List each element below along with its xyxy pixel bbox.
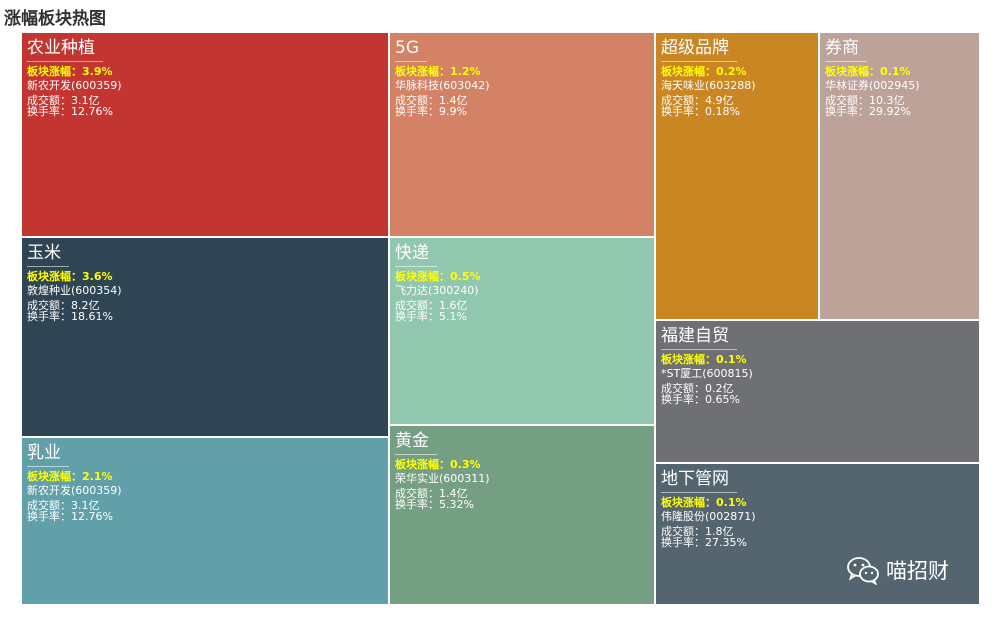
tile-turnover: 换手率：18.61% bbox=[27, 310, 113, 323]
page-title: 涨幅板块热图 bbox=[4, 9, 106, 29]
tile-sector-name: 快递 bbox=[395, 242, 437, 267]
tile-turnover: 换手率：9.9% bbox=[395, 105, 467, 118]
treemap-tile[interactable]: 5G 板块涨幅：1.2% 华脉科技(603042) 成交额：1.4亿 换手率：9.9% bbox=[389, 32, 655, 237]
tile-turnover: 换手率：27.35% bbox=[661, 536, 747, 549]
treemap-tile[interactable]: 地下管网板块涨幅：0.1% 伟隆股份(002871) 成交额：1.8亿 换手率：27.… bbox=[655, 463, 980, 605]
tile-sector-name: 玉米 bbox=[27, 242, 69, 267]
tile-amount: 成交额：0.2亿 bbox=[661, 382, 734, 395]
tile-turnover: 换手率：5.1% bbox=[395, 310, 467, 323]
tile-change: 板块涨幅：3.6% bbox=[27, 270, 113, 283]
watermark: 喵招财 bbox=[846, 555, 949, 585]
tile-change: 板块涨幅：0.1% bbox=[661, 496, 747, 509]
tile-info: 板块涨幅：0.2% 海天味业(603288) 成交额：4.9亿 换手率：0.18% bbox=[661, 65, 756, 117]
tile-stock: 新农开发(600359) bbox=[27, 78, 122, 92]
treemap-tile[interactable]: 超级品牌板块涨幅：0.2% 海天味业(603288) 成交额：4.9亿 换手率：0.1… bbox=[655, 32, 819, 320]
tile-info: 板块涨幅：0.1% 伟隆股份(002871) 成交额：1.8亿 换手率：27.35% bbox=[661, 496, 756, 548]
tile-amount: 成交额：8.2亿 bbox=[27, 299, 100, 312]
tile-stock: 飞力达(300240) bbox=[395, 283, 479, 297]
tile-turnover: 换手率：12.76% bbox=[27, 510, 113, 523]
tile-stock: *ST厦工(600815) bbox=[661, 366, 753, 380]
watermark-text: 喵招财 bbox=[886, 559, 949, 583]
tile-stock: 荣华实业(600311) bbox=[395, 471, 490, 485]
tile-amount: 成交额：4.9亿 bbox=[661, 94, 734, 107]
tile-info: 板块涨幅：0.5% 飞力达(300240) 成交额：1.6亿 换手率：5.1% bbox=[395, 270, 481, 322]
tile-change: 板块涨幅：0.2% bbox=[661, 65, 747, 78]
tile-sector-name: 券商 bbox=[825, 37, 867, 62]
tile-info: 板块涨幅：3.9% 新农开发(600359) 成交额：3.1亿 换手率：12.76% bbox=[27, 65, 122, 117]
tile-change: 板块涨幅：2.1% bbox=[27, 470, 113, 483]
tile-amount: 成交额：1.6亿 bbox=[395, 299, 468, 312]
tile-info: 板块涨幅：0.3% 荣华实业(600311) 成交额：1.4亿 换手率：5.32% bbox=[395, 458, 490, 510]
tile-change: 板块涨幅：0.1% bbox=[661, 353, 747, 366]
tile-turnover: 换手率：0.65% bbox=[661, 393, 740, 406]
tile-sector-name: 超级品牌 bbox=[661, 37, 737, 62]
tile-sector-name: 福建自贸 bbox=[661, 325, 737, 350]
tile-stock: 海天味业(603288) bbox=[661, 78, 756, 92]
tile-amount: 成交额：1.4亿 bbox=[395, 94, 468, 107]
tile-amount: 成交额：1.4亿 bbox=[395, 487, 468, 500]
tile-stock: 华林证券(002945) bbox=[825, 78, 920, 92]
tile-stock: 伟隆股份(002871) bbox=[661, 509, 756, 523]
treemap-tile[interactable]: 福建自贸板块涨幅：0.1% *ST厦工(600815) 成交额：0.2亿 换手率：0.… bbox=[655, 320, 980, 463]
treemap-tile[interactable]: 黄金板块涨幅：0.3% 荣华实业(600311) 成交额：1.4亿 换手率：5.32% bbox=[389, 425, 655, 605]
tile-sector-name: 黄金 bbox=[395, 430, 437, 455]
tile-info: 板块涨幅：0.1% *ST厦工(600815) 成交额：0.2亿 换手率：0.65% bbox=[661, 353, 753, 405]
tile-sector-name: 农业种植 bbox=[27, 37, 103, 62]
tile-sector-name: 乳业 bbox=[27, 442, 69, 467]
treemap-tile[interactable]: 快递板块涨幅：0.5% 飞力达(300240) 成交额：1.6亿 换手率：5.1% bbox=[389, 237, 655, 425]
treemap-tile[interactable]: 乳业板块涨幅：2.1% 新农开发(600359) 成交额：3.1亿 换手率：12.76… bbox=[21, 437, 389, 605]
treemap-tile[interactable]: 玉米板块涨幅：3.6% 敦煌种业(600354) 成交额：8.2亿 换手率：18.61… bbox=[21, 237, 389, 437]
tile-change: 板块涨幅：0.3% bbox=[395, 458, 481, 471]
tile-turnover: 换手率：5.32% bbox=[395, 498, 474, 511]
tile-amount: 成交额：3.1亿 bbox=[27, 94, 100, 107]
tile-amount: 成交额：3.1亿 bbox=[27, 499, 100, 512]
tile-info: 板块涨幅：0.1% 华林证券(002945) 成交额：10.3亿 换手率：29.92% bbox=[825, 65, 920, 117]
tile-amount: 成交额：10.3亿 bbox=[825, 94, 905, 107]
tile-stock: 新农开发(600359) bbox=[27, 483, 122, 497]
tile-info: 板块涨幅：1.2% 华脉科技(603042) 成交额：1.4亿 换手率：9.9% bbox=[395, 65, 490, 117]
tile-turnover: 换手率：0.18% bbox=[661, 105, 740, 118]
wechat-icon bbox=[847, 557, 879, 585]
tile-sector-name: 5G bbox=[395, 37, 427, 62]
tile-info: 板块涨幅：3.6% 敦煌种业(600354) 成交额：8.2亿 换手率：18.61% bbox=[27, 270, 122, 322]
tile-sector-name: 地下管网 bbox=[661, 468, 737, 493]
tile-stock: 敦煌种业(600354) bbox=[27, 283, 122, 297]
tile-change: 板块涨幅：1.2% bbox=[395, 65, 481, 78]
tile-change: 板块涨幅：3.9% bbox=[27, 65, 113, 78]
tile-change: 板块涨幅：0.5% bbox=[395, 270, 481, 283]
tile-amount: 成交额：1.8亿 bbox=[661, 525, 734, 538]
tile-change: 板块涨幅：0.1% bbox=[825, 65, 911, 78]
tile-turnover: 换手率：12.76% bbox=[27, 105, 113, 118]
tile-stock: 华脉科技(603042) bbox=[395, 78, 490, 92]
treemap-tile[interactable]: 券商板块涨幅：0.1% 华林证券(002945) 成交额：10.3亿 换手率：29.9… bbox=[819, 32, 980, 320]
tile-info: 板块涨幅：2.1% 新农开发(600359) 成交额：3.1亿 换手率：12.76% bbox=[27, 470, 122, 522]
treemap-tile[interactable]: 农业种植板块涨幅：3.9% 新农开发(600359) 成交额：3.1亿 换手率：12.… bbox=[21, 32, 389, 237]
tile-turnover: 换手率：29.92% bbox=[825, 105, 911, 118]
